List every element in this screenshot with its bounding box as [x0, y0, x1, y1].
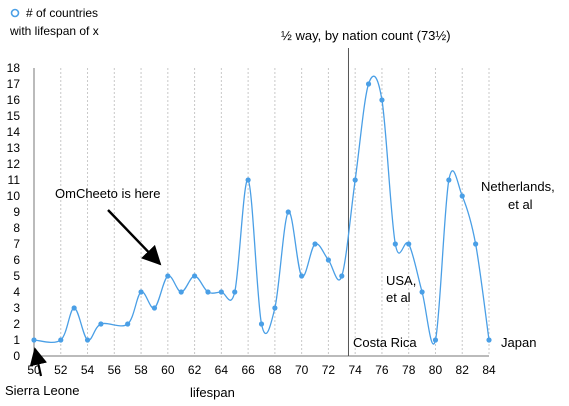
- y-tick-label: 1: [13, 333, 20, 347]
- data-point: [406, 241, 412, 247]
- data-point: [58, 337, 64, 343]
- data-point: [299, 273, 305, 279]
- y-tick-label: 5: [13, 269, 20, 283]
- y-tick-label: 7: [13, 237, 20, 251]
- data-point: [191, 273, 198, 279]
- data-point: [432, 337, 439, 343]
- y-tick-label: 13: [7, 141, 21, 155]
- data-point: [352, 177, 358, 183]
- x-tick-label: 54: [81, 363, 95, 377]
- data-point: [232, 289, 238, 295]
- data-point: [379, 97, 385, 103]
- data-point: [392, 241, 398, 247]
- data-point: [446, 177, 452, 183]
- x-tick-label: 70: [295, 363, 309, 377]
- data-point: [218, 289, 224, 295]
- data-point: [178, 289, 184, 295]
- x-tick-label: 58: [134, 363, 148, 377]
- x-tick-label: 60: [161, 363, 175, 377]
- x-tick-label: 66: [241, 363, 255, 377]
- data-point: [473, 241, 479, 247]
- y-tick-label: 17: [7, 77, 21, 91]
- y-tick-label: 11: [8, 173, 21, 187]
- halfway-label: ½ way, by nation count (73½): [281, 28, 451, 43]
- data-point: [125, 321, 131, 327]
- x-tick-label: 78: [402, 363, 416, 377]
- annotation-netherlands-etal: et al: [508, 197, 533, 212]
- y-tick-label: 3: [13, 301, 20, 315]
- sierra-leone-arrow: [29, 347, 48, 377]
- data-point: [486, 337, 492, 343]
- x-tick-label: 50: [27, 363, 41, 377]
- annotation-usa: USA,: [386, 273, 416, 288]
- data-point: [459, 193, 465, 199]
- y-tick-label: 8: [13, 221, 20, 235]
- y-tick-label: 18: [7, 61, 21, 75]
- annotation-netherlands: Netherlands,: [481, 179, 555, 194]
- y-tick-label: 12: [7, 157, 21, 171]
- annotation-costa-rica: Costa Rica: [353, 335, 417, 350]
- data-point: [419, 289, 425, 295]
- legend-label-line-2: with lifespan of x: [9, 24, 99, 38]
- x-tick-label: 80: [429, 363, 443, 377]
- data-point: [151, 305, 158, 311]
- y-tick-label: 15: [7, 109, 21, 123]
- annotation-omcheeto: OmCheeto is here: [55, 186, 161, 201]
- y-tick-label: 10: [7, 189, 21, 203]
- data-point: [365, 81, 372, 87]
- y-tick-label: 0: [13, 349, 20, 363]
- x-tick-label: 52: [54, 363, 68, 377]
- x-tick-label: 56: [108, 363, 122, 377]
- x-tick-label: 74: [348, 363, 362, 377]
- data-point: [272, 305, 278, 311]
- data-point: [31, 337, 37, 343]
- y-tick-label: 14: [7, 125, 21, 139]
- x-tick-label: 76: [375, 363, 389, 377]
- x-tick-label: 72: [322, 363, 336, 377]
- y-tick-label: 4: [13, 285, 20, 299]
- data-point: [84, 337, 91, 343]
- data-point: [138, 289, 144, 295]
- data-point: [245, 177, 251, 183]
- data-point: [325, 257, 332, 263]
- x-tick-label: 62: [188, 363, 202, 377]
- x-tick-label: 84: [482, 363, 496, 377]
- data-point: [71, 305, 77, 311]
- data-point: [98, 321, 104, 327]
- series-line: [33, 75, 490, 345]
- omcheeto-arrow: [107, 209, 162, 266]
- axes: [33, 68, 489, 357]
- annotation-japan: Japan: [501, 335, 536, 350]
- y-tick-label: 16: [7, 93, 21, 107]
- y-tick-label: 6: [13, 253, 20, 267]
- x-tick-labels: 50 52 54 56 58 60 62 64 66 68 70 72 74 76 78 80 82 84: [27, 363, 496, 377]
- data-point: [258, 321, 265, 327]
- annotation-sierra-leone: Sierra Leone: [5, 383, 79, 398]
- gridlines: [60, 68, 490, 356]
- data-point: [205, 289, 211, 295]
- data-points: [31, 81, 492, 343]
- x-axis-label: lifespan: [190, 385, 235, 400]
- data-point: [285, 209, 291, 215]
- legend-label-line-1: # of countries: [26, 6, 98, 20]
- data-point: [312, 241, 318, 247]
- y-tick-label: 9: [13, 205, 20, 219]
- data-point: [339, 273, 345, 279]
- legend: # of countries with lifespan of x: [9, 6, 99, 38]
- x-tick-label: 64: [215, 363, 229, 377]
- y-tick-label: 2: [13, 317, 20, 331]
- x-tick-label: 82: [456, 363, 470, 377]
- annotation-usa-etal: et al: [386, 290, 411, 305]
- x-tick-label: 68: [268, 363, 282, 377]
- data-point: [165, 273, 171, 279]
- legend-marker-icon: [10, 8, 20, 18]
